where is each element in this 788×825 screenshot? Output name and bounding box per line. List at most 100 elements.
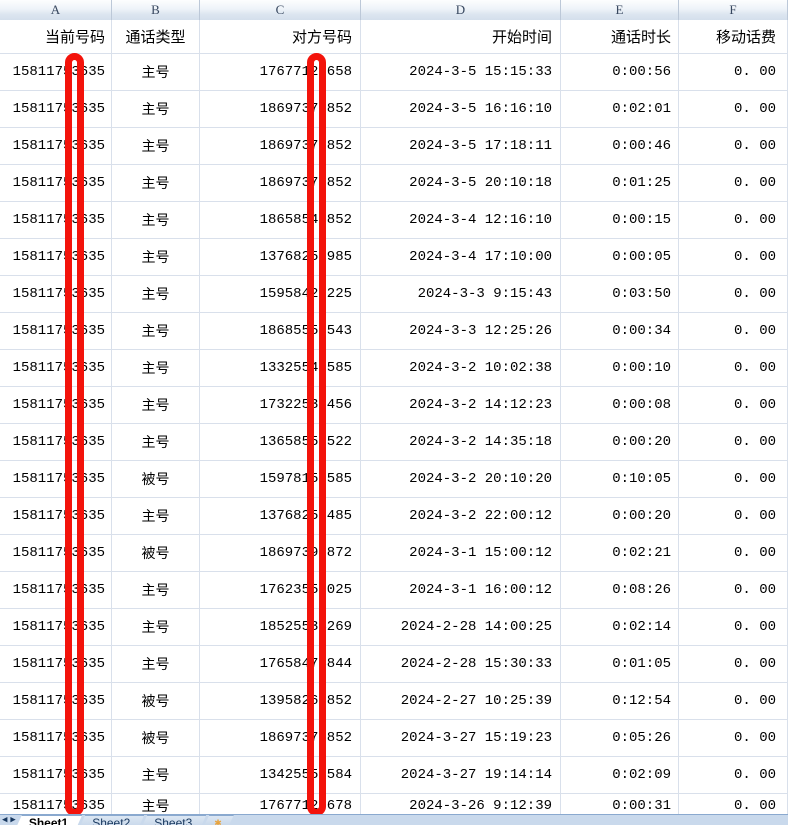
scroll-right-icon[interactable]: ▶ — [10, 815, 16, 825]
cell[interactable]: 0. 00 — [679, 165, 788, 201]
cell[interactable]: 主号 — [112, 313, 200, 349]
cell[interactable]: 2024-3-2 20:10:20 — [361, 461, 561, 497]
cell[interactable]: 被号 — [112, 683, 200, 719]
cell[interactable]: 0. 00 — [679, 128, 788, 164]
cell[interactable]: 0. 00 — [679, 572, 788, 608]
cell[interactable]: 2024-3-3 12:25:26 — [361, 313, 561, 349]
cell[interactable]: 0. 00 — [679, 387, 788, 423]
cell[interactable]: 15811753635 — [0, 313, 112, 349]
cell[interactable]: 18697398872 — [200, 535, 361, 571]
cell[interactable]: 0. 00 — [679, 461, 788, 497]
cell[interactable]: 主号 — [112, 609, 200, 645]
cell[interactable]: 0:00:34 — [561, 313, 679, 349]
cell[interactable]: 0. 00 — [679, 646, 788, 682]
cell[interactable]: 0:02:21 — [561, 535, 679, 571]
cell[interactable]: 0:00:15 — [561, 202, 679, 238]
cell[interactable]: 2024-3-26 9:12:39 — [361, 794, 561, 818]
cell[interactable]: 主号 — [112, 350, 200, 386]
cell[interactable]: 13325545585 — [200, 350, 361, 386]
cell[interactable]: 0. 00 — [679, 350, 788, 386]
cell[interactable]: 13425557584 — [200, 757, 361, 793]
cell[interactable]: 0:00:08 — [561, 387, 679, 423]
cell[interactable]: 0. 00 — [679, 609, 788, 645]
cell[interactable]: 2024-3-5 17:18:11 — [361, 128, 561, 164]
cell[interactable]: 2024-3-2 22:00:12 — [361, 498, 561, 534]
cell[interactable]: 0:03:50 — [561, 276, 679, 312]
cell[interactable]: 0. 00 — [679, 91, 788, 127]
cell[interactable]: 15811753635 — [0, 757, 112, 793]
cell[interactable]: 15811753635 — [0, 276, 112, 312]
cell[interactable]: 2024-3-2 14:35:18 — [361, 424, 561, 460]
cell[interactable]: 0. 00 — [679, 757, 788, 793]
cell[interactable]: 主号 — [112, 757, 200, 793]
cell[interactable]: 2024-3-1 16:00:12 — [361, 572, 561, 608]
cell[interactable]: 主号 — [112, 794, 200, 818]
cell[interactable]: 15958426225 — [200, 276, 361, 312]
cell[interactable]: 通话类型 — [112, 20, 200, 53]
cell[interactable]: 主号 — [112, 276, 200, 312]
cell[interactable]: 0:02:01 — [561, 91, 679, 127]
cell[interactable]: 0. 00 — [679, 720, 788, 756]
cell[interactable]: 2024-3-27 19:14:14 — [361, 757, 561, 793]
cell[interactable]: 2024-3-2 10:02:38 — [361, 350, 561, 386]
cell[interactable]: 主号 — [112, 387, 200, 423]
cell[interactable]: 15811753635 — [0, 239, 112, 275]
cell[interactable]: 主号 — [112, 646, 200, 682]
cell[interactable]: 13768250985 — [200, 239, 361, 275]
cell[interactable]: 开始时间 — [361, 20, 561, 53]
sheet-tab-sheet2[interactable]: Sheet2 — [76, 815, 144, 825]
cell[interactable]: 15811753635 — [0, 683, 112, 719]
cell[interactable]: 0. 00 — [679, 239, 788, 275]
cell[interactable]: 0. 00 — [679, 424, 788, 460]
cell[interactable]: 主号 — [112, 424, 200, 460]
sheet-tab-sheet3[interactable]: Sheet3 — [138, 815, 206, 825]
cell[interactable]: 移动话费 — [679, 20, 788, 53]
cell[interactable]: 2024-2-27 10:25:39 — [361, 683, 561, 719]
cell[interactable]: 被号 — [112, 461, 200, 497]
cell[interactable]: 2024-2-28 15:30:33 — [361, 646, 561, 682]
cell[interactable]: 18685552543 — [200, 313, 361, 349]
cell[interactable]: 17677123658 — [200, 54, 361, 90]
column-header-e[interactable]: E — [561, 0, 679, 20]
cell[interactable]: 2024-3-3 9:15:43 — [361, 276, 561, 312]
cell[interactable]: 2024-3-5 20:10:18 — [361, 165, 561, 201]
cell[interactable]: 主号 — [112, 202, 200, 238]
cell[interactable]: 当前号码 — [0, 20, 112, 53]
cell[interactable]: 0. 00 — [679, 202, 788, 238]
cell[interactable]: 0:12:54 — [561, 683, 679, 719]
column-header-a[interactable]: A — [0, 0, 112, 20]
cell[interactable]: 0:00:20 — [561, 424, 679, 460]
scroll-left-icon[interactable]: ◀ — [2, 815, 8, 825]
cell[interactable]: 15811753635 — [0, 572, 112, 608]
cell[interactable]: 15811753635 — [0, 646, 112, 682]
cell[interactable]: 主号 — [112, 128, 200, 164]
cell[interactable]: 2024-2-28 14:00:25 — [361, 609, 561, 645]
cell[interactable]: 通话时长 — [561, 20, 679, 53]
cell[interactable]: 13958265852 — [200, 683, 361, 719]
cell[interactable]: 18658548852 — [200, 202, 361, 238]
cell[interactable]: 18697378852 — [200, 128, 361, 164]
cell[interactable]: 主号 — [112, 572, 200, 608]
cell[interactable]: 15811753635 — [0, 128, 112, 164]
cell[interactable]: 15811753635 — [0, 350, 112, 386]
cell[interactable]: 0. 00 — [679, 498, 788, 534]
cell[interactable]: 15811753635 — [0, 461, 112, 497]
cell[interactable]: 主号 — [112, 91, 200, 127]
cell[interactable]: 0. 00 — [679, 313, 788, 349]
cell[interactable]: 0:01:25 — [561, 165, 679, 201]
cell[interactable]: 17677123678 — [200, 794, 361, 818]
cell[interactable]: 2024-3-5 15:15:33 — [361, 54, 561, 90]
cell[interactable]: 主号 — [112, 498, 200, 534]
cell[interactable]: 18697378852 — [200, 720, 361, 756]
cell[interactable]: 2024-3-4 17:10:00 — [361, 239, 561, 275]
cell[interactable]: 0:08:26 — [561, 572, 679, 608]
cell[interactable]: 0:05:26 — [561, 720, 679, 756]
column-header-c[interactable]: C — [200, 0, 361, 20]
sheet-tab-sheet1[interactable]: Sheet1 — [13, 815, 82, 825]
cell[interactable]: 0. 00 — [679, 535, 788, 571]
cell[interactable]: 18697378852 — [200, 165, 361, 201]
column-header-b[interactable]: B — [112, 0, 200, 20]
column-header-d[interactable]: D — [361, 0, 561, 20]
cell[interactable]: 0:00:20 — [561, 498, 679, 534]
cell[interactable]: 0:00:56 — [561, 54, 679, 90]
